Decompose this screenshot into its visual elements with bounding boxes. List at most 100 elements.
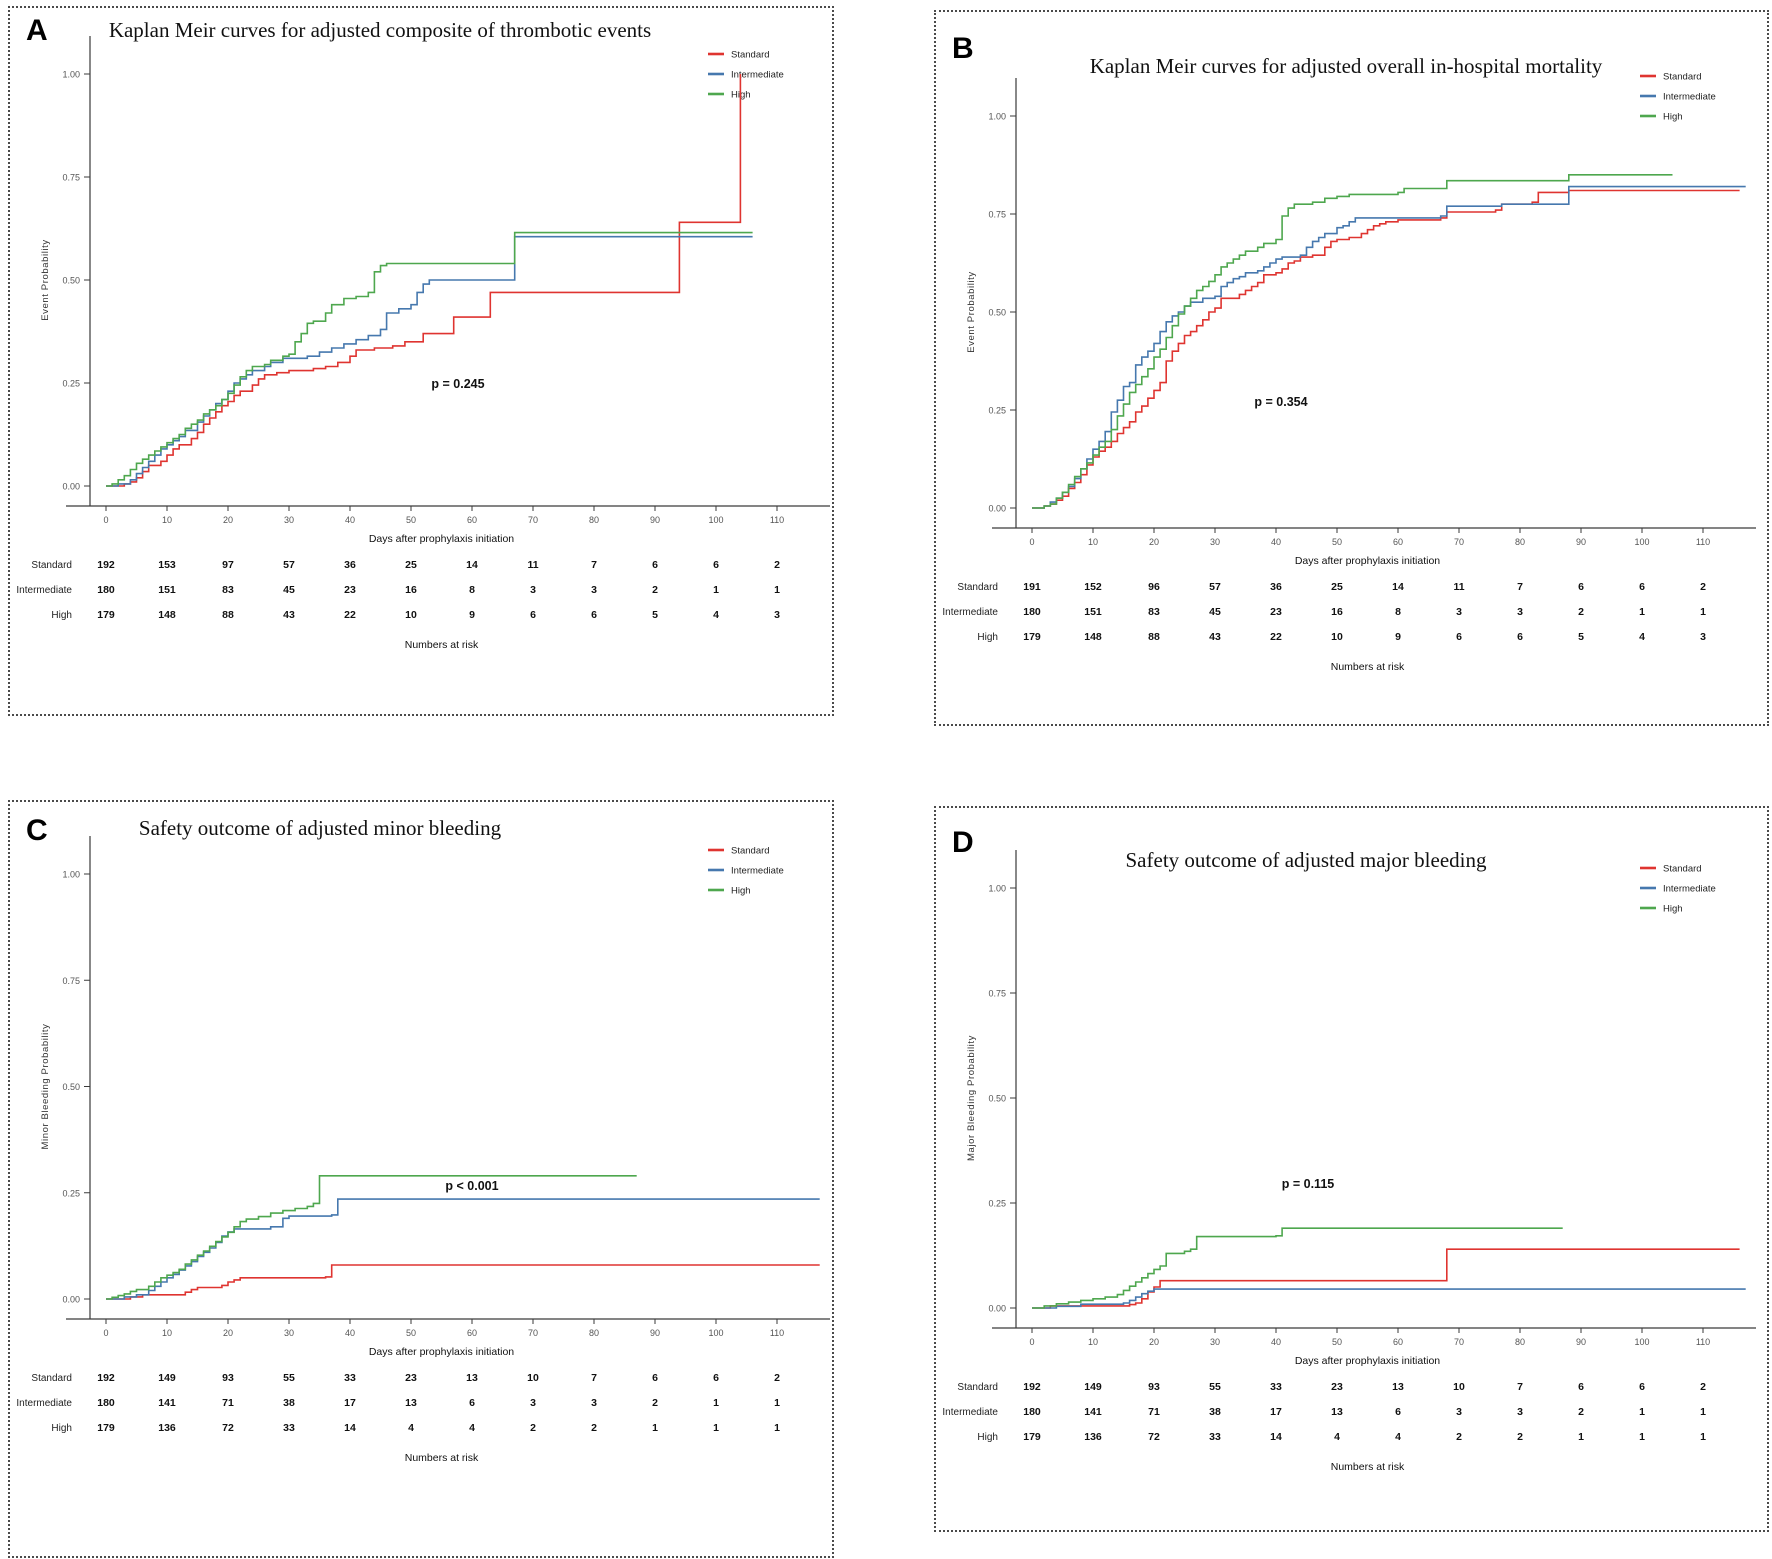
x-tick-label: 60 (467, 1328, 477, 1338)
risk-count: 88 (1148, 631, 1160, 643)
risk-count: 1 (713, 1422, 719, 1434)
x-tick-label: 70 (1454, 1337, 1464, 1347)
x-tick-label: 30 (284, 1328, 294, 1338)
y-tick-label: 1.00 (62, 70, 80, 80)
x-tick-label: 100 (708, 515, 723, 525)
risk-count: 23 (1331, 1381, 1343, 1393)
panel-d-label: D (952, 826, 974, 859)
x-tick-label: 20 (1149, 537, 1159, 547)
legend-label-standard: Standard (1663, 72, 1702, 83)
p-value-annotation: p < 0.001 (445, 1179, 498, 1193)
risk-count: 148 (1084, 631, 1102, 643)
x-tick-label: 100 (708, 1328, 723, 1338)
risk-count: 16 (1331, 606, 1343, 618)
risk-count: 3 (530, 1397, 536, 1409)
risk-count: 180 (97, 584, 115, 596)
risk-count: 6 (1639, 1381, 1645, 1393)
risk-count: 3 (774, 609, 780, 621)
risk-count: 33 (283, 1422, 295, 1434)
y-tick-label: 0.00 (62, 1295, 80, 1305)
legend-label-intermediate: Intermediate (1663, 884, 1716, 895)
risk-count: 192 (97, 1372, 115, 1384)
risk-count: 33 (344, 1372, 356, 1384)
risk-row-label: Intermediate (16, 585, 72, 596)
x-tick-label: 30 (1210, 1337, 1220, 1347)
risk-row-label: Intermediate (16, 1398, 72, 1409)
risk-table-caption: Numbers at risk (405, 639, 479, 651)
panel-b: B Kaplan Meir curves for adjusted overal… (934, 10, 1769, 726)
risk-count: 33 (1270, 1381, 1282, 1393)
risk-count: 25 (1331, 581, 1343, 593)
risk-count: 6 (1456, 631, 1462, 643)
x-tick-label: 70 (528, 515, 538, 525)
risk-count: 6 (591, 609, 597, 621)
risk-row-label: Standard (957, 582, 998, 593)
risk-row-label: Intermediate (942, 607, 998, 618)
x-tick-label: 10 (162, 515, 172, 525)
risk-count: 10 (1331, 631, 1343, 643)
risk-count: 141 (1084, 1406, 1102, 1418)
x-tick-label: 60 (1393, 537, 1403, 547)
risk-count: 13 (405, 1397, 417, 1409)
x-tick-label: 80 (1515, 1337, 1525, 1347)
risk-row-label: Standard (957, 1382, 998, 1393)
risk-count: 6 (1517, 631, 1523, 643)
risk-count: 16 (405, 584, 417, 596)
x-tick-label: 10 (1088, 537, 1098, 547)
risk-count: 36 (344, 559, 356, 571)
x-tick-label: 50 (406, 1328, 416, 1338)
x-tick-label: 10 (1088, 1337, 1098, 1347)
risk-count: 4 (713, 609, 719, 621)
risk-count: 13 (1331, 1406, 1343, 1418)
risk-count: 17 (344, 1397, 356, 1409)
risk-count: 2 (652, 1397, 658, 1409)
risk-count: 151 (158, 584, 176, 596)
risk-count: 151 (1084, 606, 1102, 618)
x-tick-label: 80 (1515, 537, 1525, 547)
risk-count: 11 (527, 559, 538, 571)
panel-b-title: Kaplan Meir curves for adjusted overall … (1089, 54, 1603, 78)
x-tick-label: 30 (284, 515, 294, 525)
x-tick-label: 40 (1271, 537, 1281, 547)
x-tick-label: 20 (223, 1328, 233, 1338)
risk-count: 1 (1639, 1406, 1645, 1418)
risk-count: 4 (1639, 631, 1645, 643)
legend-label-standard: Standard (1663, 864, 1702, 875)
risk-count: 55 (1209, 1381, 1221, 1393)
km-curve-intermediate (106, 1198, 820, 1300)
risk-count: 179 (97, 1422, 115, 1434)
km-curve-intermediate (1032, 1288, 1746, 1309)
x-tick-label: 100 (1634, 1337, 1649, 1347)
risk-count: 179 (1023, 1431, 1041, 1443)
risk-count: 6 (469, 1397, 475, 1409)
risk-count: 2 (1456, 1431, 1462, 1443)
risk-count: 141 (158, 1397, 176, 1409)
risk-count: 1 (1700, 606, 1706, 618)
panel-a: A Kaplan Meir curves for adjusted compos… (8, 6, 834, 716)
risk-count: 7 (1517, 1381, 1523, 1393)
panel-b-km-chart: 0.00 0.25 0.50 0.75 1.00 0 10 20 30 40 50 60 70 80 90 1… (942, 72, 1756, 673)
risk-count: 6 (1578, 581, 1584, 593)
x-tick-label: 80 (589, 1328, 599, 1338)
x-tick-label: 110 (770, 515, 784, 525)
y-tick-label: 0.75 (62, 173, 80, 183)
risk-count: 57 (283, 559, 295, 571)
risk-count: 6 (530, 609, 536, 621)
risk-count: 180 (1023, 1406, 1041, 1418)
risk-count: 192 (1023, 1381, 1041, 1393)
risk-count: 1 (1700, 1431, 1706, 1443)
risk-count: 36 (1270, 581, 1282, 593)
legend-label-high: High (1663, 904, 1683, 915)
y-tick-label: 0.50 (988, 1094, 1006, 1104)
risk-count: 38 (1209, 1406, 1221, 1418)
risk-count: 93 (222, 1372, 234, 1384)
risk-row-label: High (977, 1432, 998, 1443)
legend-label-high: High (731, 886, 751, 897)
legend-label-standard: Standard (731, 50, 770, 61)
risk-count: 22 (1270, 631, 1282, 643)
x-tick-label: 50 (1332, 1337, 1342, 1347)
p-value-annotation: p = 0.115 (1282, 1177, 1335, 1191)
risk-count: 4 (1334, 1431, 1340, 1443)
y-axis-title: Event Probability (966, 271, 977, 353)
x-tick-label: 90 (1576, 537, 1586, 547)
